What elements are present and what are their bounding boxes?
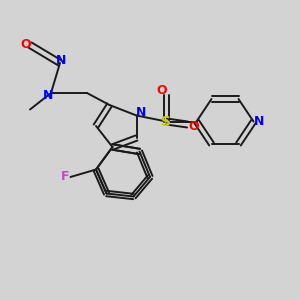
Text: S: S bbox=[161, 115, 172, 128]
Text: N: N bbox=[254, 115, 265, 128]
Text: F: F bbox=[61, 170, 69, 184]
Text: O: O bbox=[157, 84, 167, 98]
Text: N: N bbox=[136, 106, 146, 119]
Text: N: N bbox=[43, 89, 53, 103]
Text: N: N bbox=[56, 53, 67, 67]
Text: O: O bbox=[20, 38, 31, 52]
Text: O: O bbox=[188, 119, 199, 133]
